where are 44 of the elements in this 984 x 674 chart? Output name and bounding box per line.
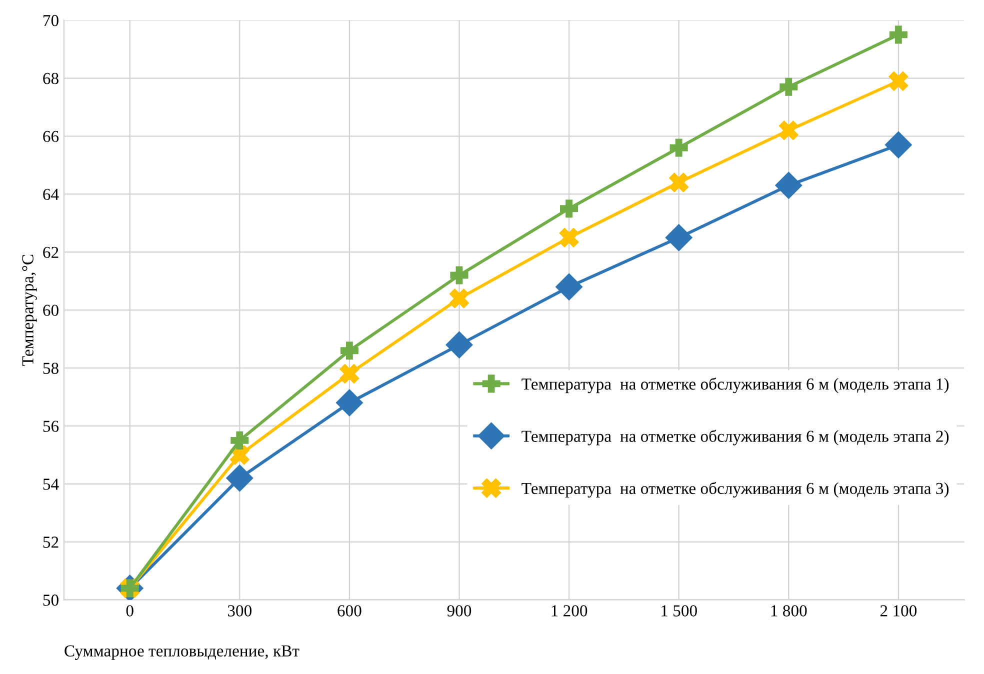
y-tick-label: 68 xyxy=(43,72,58,84)
point xyxy=(670,138,688,157)
y-tick-label: 58 xyxy=(43,362,58,374)
point xyxy=(560,200,578,218)
point xyxy=(336,389,363,416)
point xyxy=(669,172,689,192)
point xyxy=(778,120,798,140)
point xyxy=(450,266,468,284)
y-tick-label: 54 xyxy=(43,478,59,490)
legend-label: Температура на отметке обслуживания 6 м (модель этапа 3) xyxy=(522,482,949,498)
y-tick-label: 62 xyxy=(43,246,58,258)
x-axis-title: Суммарное тепловыделение, кВт xyxy=(64,645,300,660)
point xyxy=(775,172,802,199)
x-tick-label: 900 xyxy=(447,605,472,616)
point xyxy=(559,228,579,248)
x-tick-label: 300 xyxy=(228,605,252,616)
point xyxy=(780,78,798,96)
point xyxy=(888,71,908,91)
x-tick-label: 0 xyxy=(126,605,134,616)
y-tick-label: 70 xyxy=(44,14,58,26)
point xyxy=(340,364,360,384)
point xyxy=(884,131,912,158)
y-tick-label: 52 xyxy=(43,536,58,548)
x-tick-label: 600 xyxy=(338,605,362,616)
x-tick-label: 2 100 xyxy=(880,605,917,616)
point xyxy=(446,331,473,358)
point xyxy=(665,224,692,252)
point xyxy=(556,273,583,300)
point xyxy=(450,288,469,308)
point xyxy=(889,26,908,44)
x-tick-label: 1 500 xyxy=(662,605,697,616)
y-tick-label: 66 xyxy=(43,130,59,142)
y-axis-title: Температура,°С xyxy=(22,254,37,366)
y-tick-label: 64 xyxy=(43,188,59,200)
legend-label: Температура на отметке обслуживания 6 м (модель этапа 2) xyxy=(522,430,949,446)
point xyxy=(340,342,358,360)
x-tick-label: 1 800 xyxy=(771,605,807,616)
y-tick-label: 50 xyxy=(43,594,58,606)
point xyxy=(230,431,249,450)
y-tick-label: 56 xyxy=(43,420,59,432)
x-tick-label: 1 200 xyxy=(552,605,588,616)
point xyxy=(226,464,254,492)
y-tick-label: 60 xyxy=(43,304,58,316)
legend-label: Температура на отметке обслуживания 6 м (модель этапа 1) xyxy=(522,378,949,394)
